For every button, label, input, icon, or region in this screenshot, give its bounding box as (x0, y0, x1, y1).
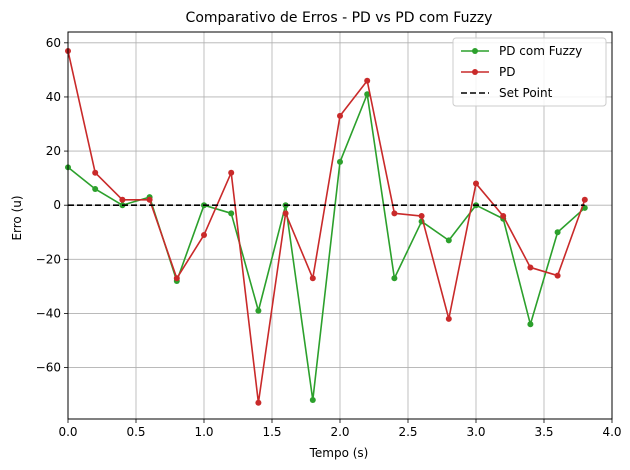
y-axis-ticks: −60 −40 −20 0 20 40 60 (36, 36, 68, 375)
series-line (67, 50, 586, 404)
x-axis-ticks: 0.0 0.5 1.0 1.5 2.0 2.5 3.0 3.5 4.0 (58, 419, 622, 439)
data-point (445, 315, 452, 322)
data-point (391, 275, 398, 282)
y-tick-label: −40 (36, 306, 61, 320)
data-point (309, 275, 316, 282)
x-tick-label: 0.0 (58, 425, 77, 439)
data-point (255, 307, 262, 314)
legend-label: PD com Fuzzy (499, 44, 582, 58)
x-tick-label: 3.0 (466, 425, 485, 439)
data-point (92, 169, 99, 176)
data-point (173, 275, 180, 282)
data-point (337, 112, 343, 119)
data-point (309, 397, 316, 404)
data-point (364, 91, 371, 98)
x-tick-label: 1.0 (194, 425, 213, 439)
data-point (228, 210, 235, 217)
data-point (119, 196, 126, 203)
y-tick-label: −60 (36, 361, 61, 375)
data-point (201, 231, 207, 238)
y-tick-label: 60 (46, 36, 61, 50)
x-axis-title: Tempo (s) (309, 446, 369, 460)
y-tick-label: 0 (53, 198, 61, 212)
y-tick-label: −20 (36, 252, 61, 266)
x-tick-label: 4.0 (602, 425, 621, 439)
data-point (527, 264, 534, 271)
x-tick-label: 2.0 (330, 425, 349, 439)
series-layer (65, 47, 588, 406)
chart-title: Comparativo de Erros - PD vs PD com Fuzz… (186, 10, 493, 26)
series-pd (65, 47, 588, 406)
data-point (554, 272, 561, 279)
y-tick-label: 40 (46, 90, 61, 104)
legend-marker (472, 48, 478, 54)
data-point (337, 158, 343, 165)
y-axis-title: Erro (u) (10, 195, 24, 240)
x-tick-label: 1.5 (262, 425, 281, 439)
legend-label: PD (499, 65, 515, 79)
data-point (581, 196, 588, 203)
data-point (146, 196, 153, 203)
data-point (445, 237, 452, 244)
data-point (228, 169, 235, 176)
legend-box (452, 37, 607, 107)
legend: PD com Fuzzy PD Set Point (452, 37, 607, 107)
legend-marker (472, 69, 478, 75)
data-point (581, 204, 588, 211)
y-tick-label: 20 (46, 144, 61, 158)
x-tick-label: 3.5 (534, 425, 553, 439)
data-point (255, 399, 262, 406)
data-point (473, 180, 479, 187)
data-point (391, 210, 398, 217)
data-point (418, 213, 425, 220)
data-point (92, 185, 99, 192)
x-tick-label: 2.5 (398, 425, 417, 439)
data-point (364, 77, 371, 84)
x-tick-label: 0.5 (126, 425, 145, 439)
legend-label: Set Point (499, 86, 553, 100)
data-point (527, 321, 534, 328)
data-point (554, 229, 561, 236)
data-point (282, 210, 289, 217)
data-point (500, 213, 507, 220)
